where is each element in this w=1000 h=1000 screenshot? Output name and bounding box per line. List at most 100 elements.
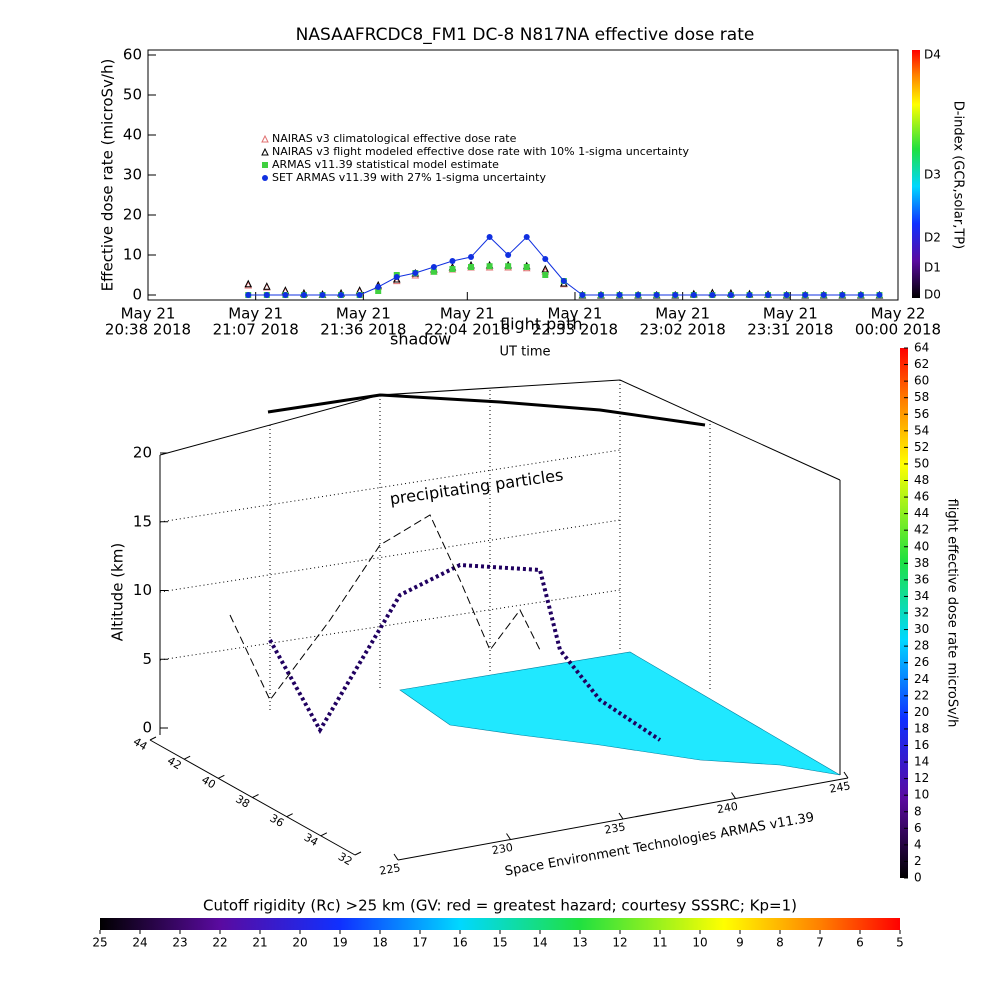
marker — [653, 292, 660, 298]
marker — [765, 292, 772, 298]
colorbar-tick-label: 24 — [914, 672, 929, 686]
rigidity-tick-label: 22 — [212, 936, 227, 950]
colorbar-tick-label: 12 — [914, 771, 929, 785]
colorbar-tick-label: 40 — [914, 539, 929, 553]
colorbar-tick-label: 2 — [914, 854, 922, 868]
marker — [468, 254, 475, 260]
y-axis-label: Effective dose rate (microSv/h) — [99, 59, 117, 292]
colorbar-tick-label: 48 — [914, 473, 929, 487]
marker — [356, 292, 363, 298]
marker — [857, 292, 864, 298]
z-tick-label: 10 — [133, 581, 152, 599]
y-tick-label: 30 — [123, 166, 142, 184]
rigidity-tick-label: 6 — [856, 936, 864, 950]
y-tick-label: 0 — [132, 286, 142, 304]
colorbar-tick-label: 58 — [914, 390, 929, 404]
rigidity-tick-label: 20 — [292, 936, 307, 950]
colorbar-tick-label: 38 — [914, 556, 929, 570]
lon-tick-label: 245 — [828, 779, 851, 795]
y-tick-label: 10 — [123, 246, 142, 264]
colorbar-tick-label: D1 — [924, 261, 941, 275]
lon-tick — [506, 833, 511, 840]
colorbar-tick-label: D0 — [924, 288, 941, 302]
x-tick-label: 22:33 2018 — [532, 321, 618, 339]
legend-marker — [261, 134, 269, 143]
legend-label: NAIRAS v3 climatological effective dose … — [272, 132, 517, 145]
z-tick-label: 0 — [142, 719, 152, 737]
colorbar-tick-label: D4 — [924, 48, 941, 62]
lat-tick-label: 44 — [131, 735, 150, 753]
lon-tick — [393, 853, 399, 861]
x-tick-label: May 21 — [440, 305, 495, 323]
colorbar-tick-label: 44 — [914, 506, 929, 520]
rigidity-tick-label: 16 — [452, 936, 467, 950]
marker — [709, 292, 716, 298]
colorbar-tick-label: 52 — [914, 440, 929, 454]
rigidity-tick-label: 21 — [252, 936, 267, 950]
marker — [375, 288, 382, 294]
lat-tick — [354, 851, 362, 856]
marker — [523, 234, 530, 240]
marker — [449, 266, 456, 272]
colorbar-tick-label: 10 — [914, 788, 929, 802]
y-tick-label: 50 — [123, 86, 142, 104]
z-tick-label: 20 — [133, 444, 152, 462]
x-tick-label: May 21 — [121, 305, 176, 323]
lat-tick — [149, 736, 157, 741]
marker — [727, 292, 734, 298]
legend-label: NAIRAS v3 flight modeled effective dose … — [272, 145, 689, 158]
x-tick-label: May 21 — [548, 305, 603, 323]
lat-tick-label: 38 — [233, 792, 252, 810]
marker — [560, 278, 567, 284]
x-tick-label: May 21 — [655, 305, 710, 323]
z-tick-label: 5 — [142, 650, 152, 668]
marker — [412, 270, 419, 276]
colorbar-tick-label: 30 — [914, 622, 929, 636]
colorbar-tick-label: 4 — [914, 837, 922, 851]
legend-label: SET ARMAS v11.39 with 27% 1-sigma uncert… — [272, 171, 546, 184]
rigidity-colorbar — [100, 918, 900, 930]
marker — [616, 292, 623, 298]
lat-tick — [183, 755, 191, 760]
colorbar-tick-label: 64 — [914, 341, 929, 355]
legend-marker — [262, 175, 268, 181]
rigidity-tick-label: 18 — [372, 936, 387, 950]
chart-title: NASAAFRCDC8_FM1 DC-8 N817NA effective do… — [296, 25, 755, 45]
x-tick-label: 21:07 2018 — [213, 321, 299, 339]
rigidity-tick-label: 24 — [132, 936, 147, 950]
rigidity-tick-label: 5 — [896, 936, 904, 950]
marker — [672, 292, 679, 298]
marker — [783, 292, 790, 298]
colorbar-tick-label: 6 — [914, 821, 922, 835]
x-tick-label: May 21 — [336, 305, 391, 323]
colorbar-tick-label: 32 — [914, 606, 929, 620]
box-3d — [149, 379, 849, 861]
marker — [393, 274, 400, 280]
z-tick-label: 15 — [133, 512, 152, 530]
marker — [839, 292, 846, 298]
marker — [802, 292, 809, 298]
colorbar-tick-label: 34 — [914, 589, 929, 603]
rigidity-tick-label: 7 — [816, 936, 824, 950]
marker — [263, 292, 270, 298]
marker — [319, 292, 326, 298]
marker — [263, 282, 271, 290]
d-index-colorbar — [912, 50, 920, 298]
lon-tick — [731, 792, 736, 799]
rigidity-tick-label: 9 — [736, 936, 744, 950]
lat-tick — [320, 832, 328, 837]
marker — [430, 264, 437, 270]
dose-colorbar-label: flight effective dose rate microSv/h — [945, 499, 960, 728]
annotation: precipitating particles — [389, 465, 565, 508]
marker — [282, 292, 289, 298]
x-tick-label: 21:36 2018 — [320, 321, 406, 339]
z-axis-label: Altitude (km) — [109, 543, 127, 641]
marker — [542, 256, 549, 262]
x-tick-label: May 21 — [228, 305, 283, 323]
colorbar-tick-label: 54 — [914, 423, 929, 437]
lat-tick-label: 32 — [336, 850, 355, 868]
x-tick-label: 20:38 2018 — [105, 321, 191, 339]
d-index-label: D-index (GCR,solar,TP) — [951, 101, 966, 249]
credit: Space Environment Technologies ARMAS v11… — [504, 810, 816, 879]
